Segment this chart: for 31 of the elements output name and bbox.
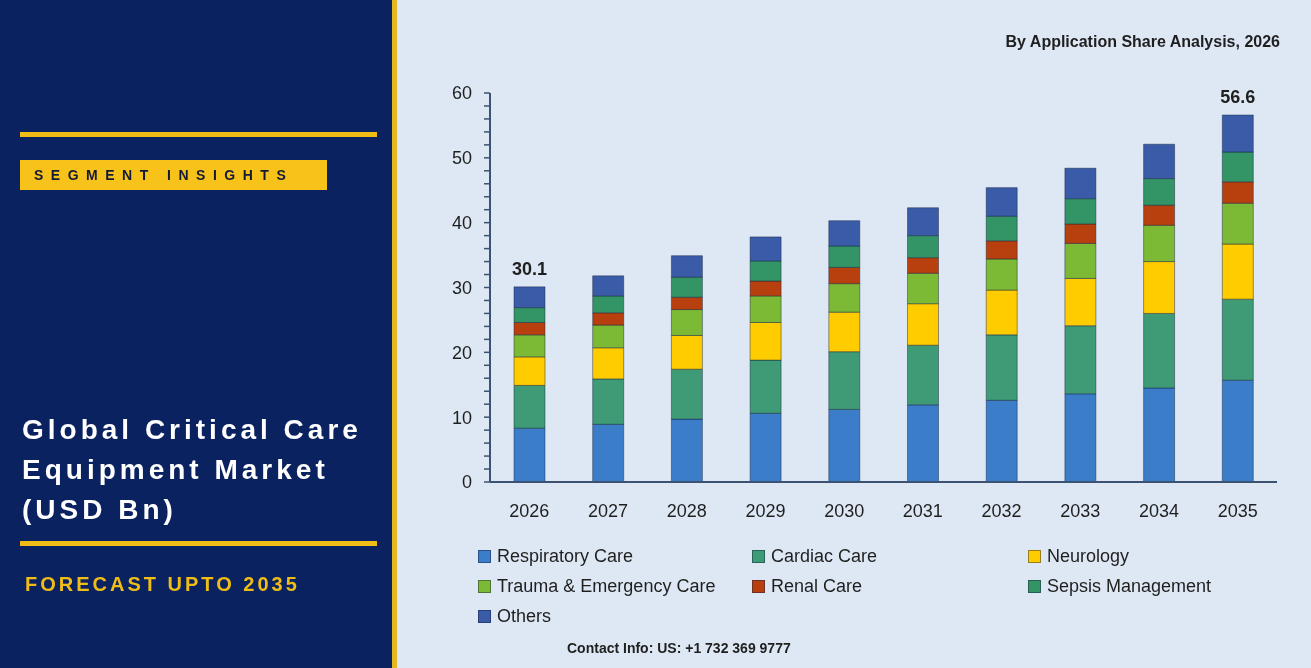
x-tick-label: 2032: [981, 500, 1022, 521]
x-tick-label: 2035: [1217, 500, 1258, 521]
x-tick-label: 2026: [509, 500, 550, 521]
y-tick-label: 10: [451, 407, 472, 428]
text: SEGMENT INSIGHTS: [20, 160, 327, 190]
legend-label: Sepsis Management: [1047, 575, 1212, 597]
y-tick-label: 50: [451, 148, 472, 169]
y-tick-label: 60: [451, 83, 472, 104]
y-tick-label: 30: [451, 277, 472, 298]
y-tick-label: 40: [451, 213, 472, 234]
legend-label: Cardiac Care: [771, 545, 878, 567]
x-tick-label: 2030: [824, 500, 865, 521]
x-tick-label: 2028: [666, 500, 707, 521]
legend-label: Trauma & Emergency Care: [497, 575, 716, 597]
legend-label: Respiratory Care: [497, 545, 634, 567]
y-tick-label: 20: [451, 342, 472, 363]
x-tick-label: 2029: [745, 500, 786, 521]
total-label: 56.6: [1220, 87, 1256, 108]
x-tick-label: 2027: [588, 500, 629, 521]
total-label: 30.1: [511, 258, 548, 279]
text: Contact Info: US: +1 732 369 9777: [567, 640, 791, 656]
chart-subtitle: By Application Share Analysis, 2026: [1005, 33, 1280, 51]
y-tick-label: 0: [461, 472, 472, 493]
legend-label: Others: [497, 605, 552, 627]
x-tick-label: 2031: [902, 500, 943, 521]
x-tick-label: 2034: [1138, 500, 1179, 521]
text: FORECAST UPTO 2035: [25, 573, 300, 596]
text: Global Critical Care Equipment Market (USD Bn): [22, 413, 363, 527]
legend-label: Renal Care: [771, 575, 863, 597]
x-tick-label: 2033: [1060, 500, 1101, 521]
legend-label: Neurology: [1047, 545, 1130, 567]
